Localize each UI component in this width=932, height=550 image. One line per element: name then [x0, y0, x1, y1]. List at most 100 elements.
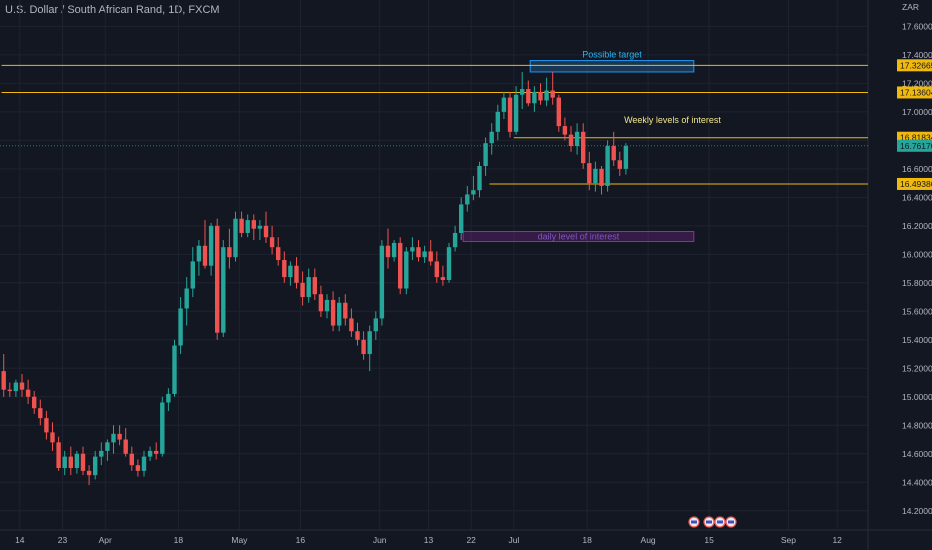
- x-tick-label: 18: [582, 535, 592, 545]
- candle-down: [428, 251, 433, 262]
- candle-down: [343, 302, 348, 319]
- candle-up: [184, 288, 189, 309]
- candle-down: [44, 418, 49, 433]
- candle-up: [520, 89, 525, 95]
- candle-down: [538, 91, 543, 101]
- candle-down: [611, 146, 616, 161]
- candle-down: [282, 260, 287, 278]
- y-tick-label: 16.20000: [902, 221, 932, 231]
- candle-up: [501, 97, 507, 112]
- candle-up: [544, 90, 549, 101]
- candle-down: [86, 470, 92, 476]
- zone-label: Possible target: [582, 50, 642, 60]
- flag-icon: [706, 520, 712, 524]
- flag-icon: [728, 520, 734, 524]
- candle-up: [190, 261, 195, 289]
- level-tag: [897, 86, 932, 99]
- candle-down: [25, 389, 31, 397]
- candle-up: [62, 456, 67, 469]
- candle-up: [208, 225, 214, 266]
- level-tag-label: 17.32665: [900, 60, 932, 70]
- candle-up: [471, 190, 476, 195]
- x-tick-label: Sep: [781, 535, 796, 545]
- candle-up: [99, 450, 104, 457]
- candle-down: [440, 277, 446, 280]
- candle-up: [574, 131, 580, 147]
- candle-down: [398, 242, 403, 289]
- candle-down: [550, 90, 555, 98]
- x-tick-label: Apr: [99, 535, 112, 545]
- candle-down: [385, 245, 391, 258]
- candle-up: [593, 168, 598, 184]
- candle-up: [483, 143, 488, 166]
- candle-down: [526, 89, 531, 104]
- candle-down: [361, 339, 366, 355]
- candle-down: [1, 371, 6, 390]
- candle-up: [367, 331, 372, 355]
- candle-up: [288, 265, 293, 278]
- candle-up: [74, 453, 80, 469]
- candle-down: [32, 396, 37, 409]
- x-tick-label: May: [231, 535, 248, 545]
- candle-up: [513, 94, 519, 132]
- x-tick-label: Jun: [373, 535, 387, 545]
- candle-up: [605, 146, 610, 186]
- y-tick-label: 17.40000: [902, 50, 932, 60]
- candle-up: [391, 242, 397, 258]
- candle-up: [257, 225, 263, 229]
- candle-up: [404, 251, 409, 289]
- x-tick-label: 23: [58, 535, 68, 545]
- candle-up: [306, 277, 311, 298]
- candle-down: [568, 134, 574, 147]
- candle-down: [276, 247, 281, 261]
- candle-down: [239, 218, 244, 233]
- x-tick-label: 14: [15, 535, 25, 545]
- annotation-text: Weekly levels of interest: [624, 115, 721, 125]
- y-tick-label: 16.00000: [902, 249, 932, 259]
- candle-down: [154, 450, 159, 454]
- candle-down: [617, 160, 622, 169]
- y-tick-label: 17.00000: [902, 107, 932, 117]
- candle-up: [233, 218, 238, 258]
- candle-up: [477, 165, 482, 191]
- current-price-tag: [897, 139, 932, 152]
- candle-up: [373, 318, 378, 332]
- level-tag-label: 17.13604: [900, 87, 932, 97]
- candle-up: [178, 308, 183, 346]
- candle-up: [495, 111, 500, 132]
- candle-down: [312, 277, 317, 295]
- candle-down: [215, 225, 220, 333]
- y-tick-label: 15.80000: [902, 278, 932, 288]
- candle-down: [507, 97, 513, 132]
- candle-up: [105, 442, 110, 451]
- candle-down: [263, 225, 269, 238]
- flag-icon: [717, 520, 723, 524]
- candle-down: [587, 163, 592, 184]
- candle-down: [294, 265, 299, 283]
- candle-down: [19, 382, 25, 390]
- level-tag: [897, 59, 932, 72]
- x-tick-label: 22: [466, 535, 476, 545]
- candle-down: [581, 131, 586, 164]
- candle-down: [117, 433, 122, 440]
- y-tick-label: 14.60000: [902, 449, 932, 459]
- x-tick-label: 16: [296, 535, 306, 545]
- candle-up: [221, 247, 226, 333]
- y-tick-label: 15.20000: [902, 363, 932, 373]
- candle-up: [324, 299, 330, 312]
- candle-down: [80, 453, 86, 471]
- candle-down: [135, 465, 141, 471]
- y-tick-label: 15.40000: [902, 335, 932, 345]
- candle-down: [202, 245, 208, 266]
- chart-title: U.S. Dollar / South African Rand, 1D, FX…: [5, 4, 220, 16]
- y-tick-label: 14.80000: [902, 420, 932, 430]
- candle-up: [93, 456, 98, 476]
- candle-up: [245, 220, 250, 233]
- candle-up: [141, 456, 147, 471]
- candle-down: [227, 247, 232, 258]
- candle-up: [160, 402, 165, 454]
- candle-down: [269, 237, 275, 248]
- y-tick-label: 16.60000: [902, 164, 932, 174]
- candle-down: [123, 439, 128, 454]
